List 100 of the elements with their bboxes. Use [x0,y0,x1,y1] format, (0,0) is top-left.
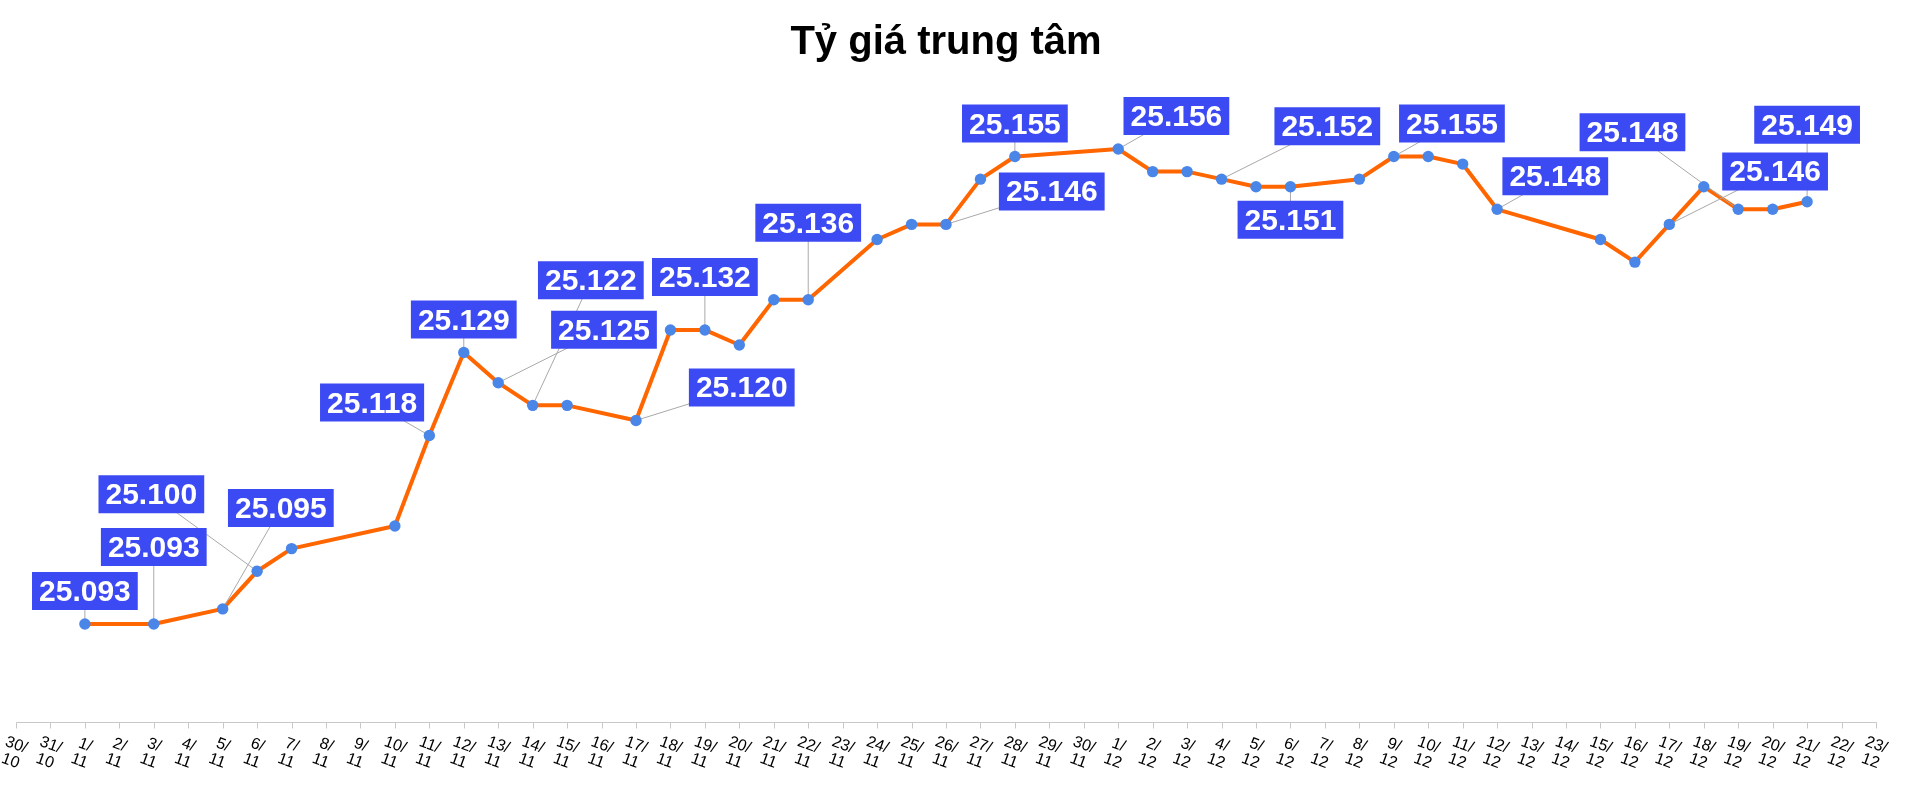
x-tick-label: 17/11 [620,732,651,771]
data-label: 25.122 [544,263,637,297]
x-tick-label: 1/11 [69,733,96,771]
point [148,618,160,630]
x-tick-label: 14/12 [1549,732,1581,772]
data-label: 25.155 [969,106,1061,140]
data-label: 25.132 [659,259,751,293]
point [1215,173,1228,185]
x-tick-label: 7/11 [275,733,302,771]
point [1422,150,1434,163]
point [1698,181,1710,193]
x-tick-label: 6/11 [241,733,268,771]
x-tick-label: 5/12 [1239,733,1267,772]
x-tick-label: 6/12 [1274,733,1301,772]
x-tick-label: 11/12 [1446,732,1477,772]
x-tick-label: 14/11 [516,732,548,771]
x-tick-label: 21/12 [1790,732,1822,772]
x-tick-label: 19/12 [1721,732,1753,772]
x-tick-label: 26/11 [930,732,961,771]
point [1112,143,1124,155]
x-tick-label: 19/11 [689,732,720,771]
point [630,414,642,427]
x-tick-label: 30/11 [1067,732,1099,771]
x-tick-label: 11/11 [413,732,444,771]
x-tick-label: 7/12 [1308,733,1336,772]
x-tick-label: 9/11 [344,733,371,771]
point [1629,256,1641,268]
point [458,346,470,359]
x-tick-label: 12/12 [1480,732,1512,772]
data-label: 25.149 [1761,107,1853,141]
x-tick-label: 3/11 [137,733,165,771]
point [216,603,229,615]
point [802,294,814,306]
data-label: 25.093 [39,574,131,607]
x-tick-label: 29/11 [1033,732,1064,771]
point [1388,150,1400,163]
data-label: 25.156 [1130,99,1223,132]
x-tick-label: 15/11 [551,732,582,771]
data-label: 25.095 [234,490,327,524]
data-label: 25.148 [1586,115,1679,149]
point [1491,203,1503,216]
x-tick-label: 25/11 [895,732,927,771]
point [664,324,677,336]
point [526,399,539,412]
point [1146,165,1159,178]
x-tick-label: 16/12 [1618,732,1650,772]
point [251,565,263,577]
data-label: 25.120 [695,370,788,404]
point [1801,196,1813,208]
x-tick-label: 1/12 [1101,733,1129,772]
data-label: 25.129 [417,302,510,336]
x-tick-label: 17/12 [1652,732,1684,772]
x-tick-label: 22/12 [1825,732,1857,772]
x-tick-label: 8/12 [1342,733,1370,772]
data-label: 25.093 [107,530,200,563]
point [1284,181,1297,193]
point [1594,233,1607,246]
x-tick-label: 10/12 [1411,732,1443,772]
x-tick-label: 13/11 [482,732,513,771]
data-label: 25.136 [762,205,855,239]
point [79,618,91,630]
point [699,324,711,336]
point [492,377,504,389]
point [733,339,746,351]
point [768,294,780,306]
x-tick-label: 15/12 [1584,732,1615,772]
point [423,429,436,442]
data-label: 25.118 [327,385,418,419]
x-tick-label: 31/10 [34,732,65,772]
point [974,173,987,185]
point [1732,203,1744,216]
point [1353,173,1366,185]
x-tick-label: 3/12 [1170,733,1198,772]
data-label: 25.125 [558,312,650,346]
x-tick-label: 2/11 [103,733,130,771]
x-tick-label: 27/11 [964,732,995,771]
point [389,520,401,532]
data-label: 25.148 [1509,159,1602,193]
point [871,233,883,246]
x-tick-label: 21/11 [757,732,789,771]
x-tick-label: 18/11 [654,732,685,771]
x-tick-label: 13/12 [1515,732,1547,772]
point [1009,150,1021,163]
point [561,399,573,412]
x-tick-label: 2/12 [1136,733,1164,772]
x-tick-label: 18/12 [1687,732,1719,772]
data-label: 25.146 [1729,154,1821,188]
x-tick-label: 20/11 [723,732,754,771]
point [1181,165,1193,178]
point [1250,181,1262,193]
x-tick-label: 8/11 [310,733,337,771]
chart-title: Tỷ giá trung tâm [790,18,1102,62]
x-tick-label: 12/11 [447,732,479,771]
point [905,218,918,231]
x-tick-label: 9/12 [1377,733,1405,772]
x-tick-label: 4/12 [1205,733,1232,772]
point [940,218,952,231]
x-tick-label: 24/11 [861,732,892,771]
data-label: 25.151 [1244,202,1337,236]
x-tick-label: 20/12 [1756,732,1788,772]
